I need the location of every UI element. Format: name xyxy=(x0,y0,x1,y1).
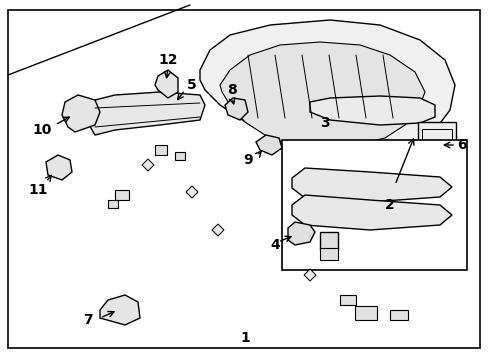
Polygon shape xyxy=(142,159,154,171)
Text: 12: 12 xyxy=(158,53,178,67)
Polygon shape xyxy=(320,232,338,250)
Bar xyxy=(155,145,167,155)
Polygon shape xyxy=(220,42,425,148)
Text: 1: 1 xyxy=(240,331,250,345)
Polygon shape xyxy=(46,155,72,180)
Polygon shape xyxy=(100,295,140,325)
Polygon shape xyxy=(62,95,100,132)
Text: 10: 10 xyxy=(32,123,51,137)
Bar xyxy=(320,248,338,260)
Text: 8: 8 xyxy=(227,83,237,97)
Polygon shape xyxy=(256,135,282,155)
Polygon shape xyxy=(292,168,452,202)
Polygon shape xyxy=(155,70,178,98)
Text: 2: 2 xyxy=(385,198,395,212)
Text: 3: 3 xyxy=(320,116,330,130)
Text: 4: 4 xyxy=(270,238,280,252)
Polygon shape xyxy=(88,92,205,135)
Polygon shape xyxy=(288,222,315,245)
Bar xyxy=(282,140,467,270)
Bar xyxy=(390,310,408,320)
Text: 5: 5 xyxy=(187,78,197,92)
Bar xyxy=(422,129,452,155)
Polygon shape xyxy=(418,122,456,162)
Polygon shape xyxy=(225,98,248,120)
Bar xyxy=(175,152,185,160)
Polygon shape xyxy=(186,186,198,198)
Polygon shape xyxy=(292,195,452,230)
Bar xyxy=(108,200,118,208)
Text: 11: 11 xyxy=(28,183,48,197)
Text: 6: 6 xyxy=(457,138,467,152)
Polygon shape xyxy=(200,20,455,160)
Polygon shape xyxy=(304,269,316,281)
Bar xyxy=(355,306,377,320)
Polygon shape xyxy=(310,96,435,125)
Text: 9: 9 xyxy=(243,153,253,167)
Text: 7: 7 xyxy=(83,313,93,327)
Bar xyxy=(115,190,129,200)
Bar xyxy=(340,295,356,305)
Polygon shape xyxy=(212,224,224,236)
